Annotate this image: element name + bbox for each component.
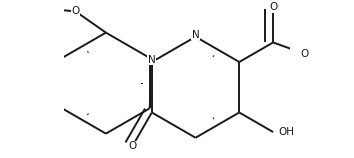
Text: OH: OH: [278, 127, 294, 137]
Text: O: O: [72, 6, 80, 16]
Text: N: N: [148, 55, 156, 65]
Text: O: O: [269, 2, 277, 12]
Text: O: O: [300, 49, 308, 59]
Text: O: O: [128, 141, 136, 151]
Text: N: N: [192, 30, 199, 40]
